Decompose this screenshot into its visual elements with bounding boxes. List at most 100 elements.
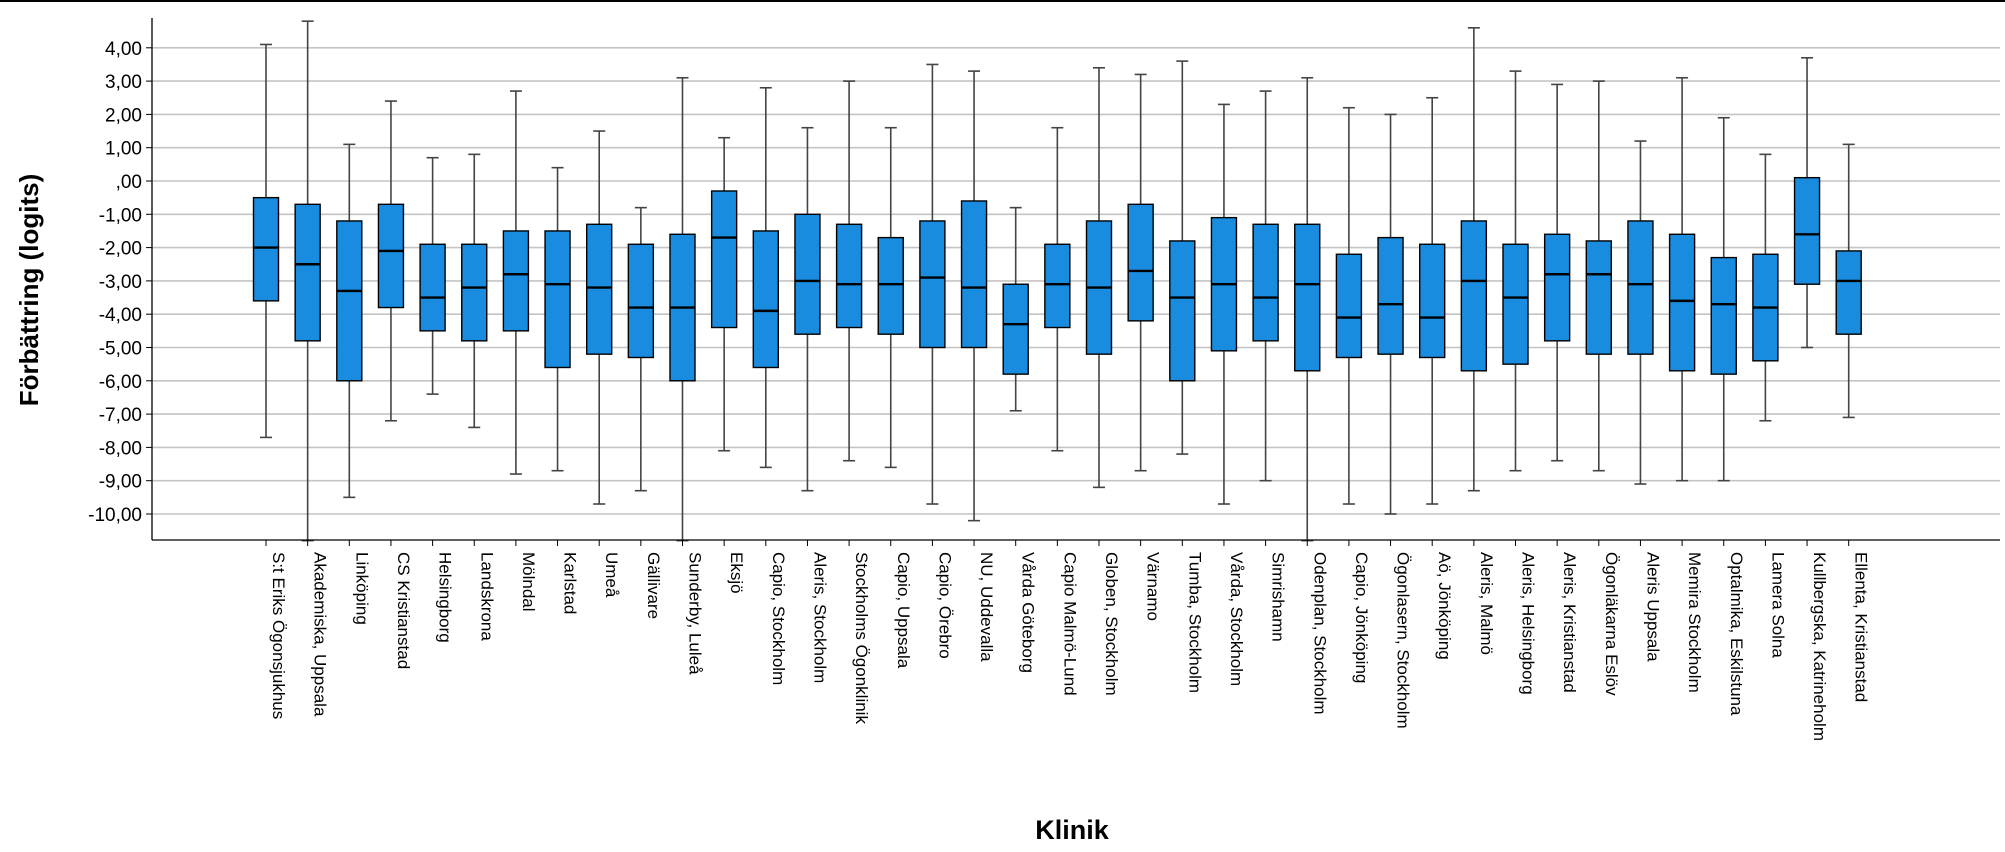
- x-tick-label: Aleris, Helsingborg: [1519, 552, 1538, 695]
- iqr-box: [1335, 253, 1363, 359]
- x-tick-label: Aleris Uppsala: [1643, 552, 1662, 662]
- box-28: [1377, 113, 1404, 515]
- box-32: [1543, 83, 1571, 462]
- box-39: [1835, 143, 1862, 419]
- box-27: [1335, 106, 1363, 505]
- y-tick-label: -7,00: [99, 405, 142, 426]
- x-tick-label: Aleris, Malmö: [1477, 552, 1496, 655]
- y-axis-ticks: 4,00 3,00 2,00 1,00 ,00 -1,00 -2,00 -3,00 -4,00 -…: [88, 39, 152, 526]
- box-26: [1294, 76, 1321, 542]
- box-15: [835, 80, 863, 462]
- y-tick-label: -3,00: [99, 272, 142, 293]
- box-31: [1502, 70, 1529, 472]
- iqr-box: [377, 203, 405, 309]
- iqr-box: [586, 223, 613, 355]
- box-16: [877, 126, 904, 469]
- box-34: [1627, 140, 1654, 485]
- iqr-box: [1044, 243, 1071, 329]
- box-4: [377, 100, 405, 422]
- x-tick-label: Karlstad: [561, 552, 580, 614]
- x-tick-label: Capio Malmö-Lund: [1060, 552, 1079, 696]
- box-series: [252, 20, 1862, 542]
- x-tick-label: Optalmika, Eskilstuna: [1727, 552, 1746, 716]
- iqr-box: [1668, 233, 1696, 372]
- iqr-box: [1294, 223, 1321, 372]
- box-36: [1710, 116, 1737, 482]
- x-tick-label: Värnamo: [1144, 552, 1163, 621]
- iqr-box: [336, 220, 363, 382]
- y-axis-label: Förbättring (logits): [14, 174, 44, 407]
- x-tick-label: Capio, Örebro: [935, 552, 954, 659]
- y-tick-label: -5,00: [99, 339, 142, 360]
- box-24: [1210, 103, 1238, 505]
- y-tick-label: 2,00: [105, 105, 142, 126]
- y-tick-label: -8,00: [99, 438, 142, 459]
- iqr-box: [1377, 236, 1404, 355]
- y-tick-label: 4,00: [105, 39, 142, 60]
- iqr-box: [877, 236, 904, 335]
- box-30: [1460, 27, 1488, 492]
- iqr-box: [502, 230, 530, 332]
- box-23: [1169, 60, 1196, 455]
- iqr-box: [710, 190, 738, 329]
- box-38: [1793, 56, 1821, 349]
- x-tick-label: Eksjö: [727, 552, 746, 594]
- x-tick-label: Capio, Stockholm: [769, 552, 788, 685]
- box-8: [544, 166, 571, 472]
- box-18: [960, 70, 988, 522]
- x-tick-label: Aö, Jönköping: [1435, 552, 1454, 660]
- iqr-box: [1793, 176, 1821, 285]
- box-19: [1002, 206, 1029, 412]
- box-37: [1752, 153, 1779, 422]
- iqr-box: [1502, 243, 1529, 365]
- x-tick-label: Aleris, Kristianstad: [1560, 552, 1579, 693]
- box-22: [1127, 73, 1154, 472]
- box-29: [1418, 96, 1446, 505]
- box-9: [586, 130, 613, 505]
- iqr-box: [1460, 220, 1488, 372]
- box-13: [752, 86, 779, 469]
- x-tick-label: Ögonläkarna Eslöv: [1602, 552, 1621, 696]
- x-tick-label: Memira Stockholm: [1685, 552, 1704, 693]
- y-tick-label: -2,00: [99, 239, 142, 260]
- box-14: [794, 126, 821, 492]
- gridlines: [152, 46, 2000, 515]
- iqr-box: [1835, 250, 1862, 335]
- x-tick-label: Tumba, Stockholm: [1185, 552, 1204, 693]
- iqr-box: [919, 220, 946, 349]
- x-tick-label: Akademiska, Uppsala: [311, 552, 330, 717]
- iqr-box: [1169, 240, 1196, 382]
- iqr-box: [1585, 240, 1613, 355]
- x-tick-label: Vårda Göteborg: [1019, 552, 1038, 673]
- y-tick-label: -9,00: [99, 472, 142, 493]
- iqr-box: [794, 213, 821, 335]
- x-tick-label: Lamera Solna: [1768, 552, 1787, 658]
- y-tick-label: 3,00: [105, 72, 142, 93]
- iqr-box: [1002, 283, 1029, 375]
- box-20: [1044, 126, 1071, 452]
- iqr-box: [419, 243, 446, 332]
- box-5: [419, 156, 446, 395]
- x-tick-label: Aleris, Stockholm: [810, 552, 829, 683]
- y-tick-label: 1,00: [105, 139, 142, 160]
- iqr-box: [1252, 223, 1279, 342]
- x-tick-label: Sunderby, Luleå: [686, 552, 705, 675]
- iqr-box: [1627, 220, 1654, 355]
- x-axis-ticks: S:t Eriks Ögonsjukhus Akademiska, Uppsala…: [265, 540, 1871, 741]
- iqr-box: [1127, 203, 1154, 322]
- box-6: [461, 153, 488, 429]
- box-12: [710, 136, 738, 452]
- iqr-box: [294, 203, 321, 342]
- x-tick-label: Landskrona: [477, 552, 496, 641]
- y-tick-label: -1,00: [99, 205, 142, 226]
- y-tick-label: ,00: [116, 172, 142, 193]
- box-1: [252, 43, 280, 439]
- y-tick-label: -6,00: [99, 372, 142, 393]
- box-25: [1252, 90, 1279, 482]
- iqr-box: [252, 196, 280, 302]
- box-33: [1585, 80, 1613, 472]
- iqr-box: [544, 230, 571, 369]
- x-tick-label: Kullbergska, Katrineholm: [1810, 552, 1829, 741]
- box-10: [627, 206, 655, 492]
